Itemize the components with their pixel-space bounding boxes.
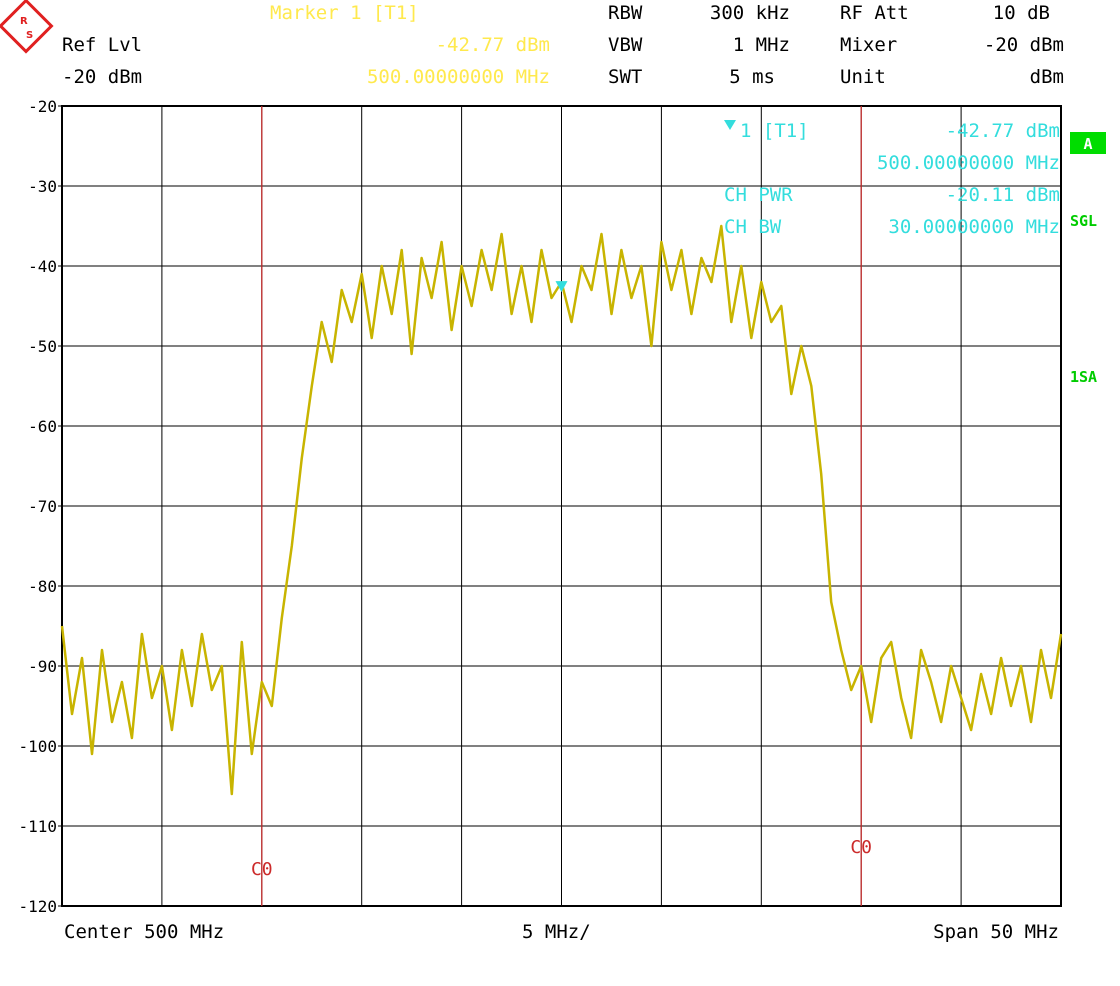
marker-box-line3-label: CH PWR bbox=[724, 184, 793, 206]
rbw-value: 300 kHz bbox=[710, 2, 790, 24]
channel-lines: C0 C0 bbox=[251, 106, 872, 906]
rbw-label: RBW bbox=[608, 2, 643, 24]
marker-title: Marker 1 [T1] bbox=[270, 2, 419, 24]
marker-box-line1-value: -42.77 dBm bbox=[946, 120, 1060, 142]
rf-att-value: 10 dB bbox=[993, 2, 1050, 24]
y-tick-label: -90 bbox=[28, 657, 57, 676]
y-tick-label: -100 bbox=[18, 737, 57, 756]
vbw-value: 1 MHz bbox=[733, 34, 790, 56]
sa-indicator: 1SA bbox=[1070, 368, 1097, 386]
marker-triangle-icon bbox=[555, 281, 568, 293]
marker-box-line4-value: 30.00000000 MHz bbox=[888, 216, 1060, 238]
swt-label: SWT bbox=[608, 66, 642, 88]
trace-badge: A bbox=[1083, 135, 1092, 153]
y-tick-label: -70 bbox=[28, 497, 57, 516]
vbw-label: VBW bbox=[608, 34, 643, 56]
channel-line-label: C0 bbox=[251, 859, 273, 880]
marker-frequency: 500.00000000 MHz bbox=[367, 66, 550, 88]
ref-lvl-value: -20 dBm bbox=[62, 66, 142, 88]
ref-lvl-label: Ref Lvl bbox=[62, 34, 142, 56]
rf-att-label: RF Att bbox=[840, 2, 909, 24]
marker-box-line3-value: -20.11 dBm bbox=[946, 184, 1060, 206]
marker-box-line2-value: 500.00000000 MHz bbox=[877, 152, 1060, 174]
unit-value: dBm bbox=[1030, 66, 1064, 88]
marker-box-triangle-icon bbox=[724, 120, 736, 130]
trace-badge-bg bbox=[1070, 132, 1106, 154]
footer-div: 5 MHz/ bbox=[522, 921, 591, 943]
y-tick-label: -80 bbox=[28, 577, 57, 596]
y-tick-label: -50 bbox=[28, 337, 57, 356]
unit-label: Unit bbox=[840, 66, 886, 88]
marker-level: -42.77 dBm bbox=[436, 34, 550, 56]
swt-value: 5 ms bbox=[729, 66, 775, 88]
y-tick-label: -30 bbox=[28, 177, 57, 196]
y-tick-label: -40 bbox=[28, 257, 57, 276]
svg-text:S: S bbox=[26, 30, 33, 41]
marker-box-line1-label: 1 [T1] bbox=[740, 120, 809, 142]
footer-span: Span 50 MHz bbox=[933, 921, 1059, 943]
y-tick-labels: -20 -30 -40 -50 -60 -70 -80 -90 -100 -110 -120 bbox=[18, 97, 62, 916]
y-tick-label: -20 bbox=[28, 97, 57, 116]
marker-box-line4-label: CH BW bbox=[724, 216, 782, 238]
y-tick-label: -60 bbox=[28, 417, 57, 436]
y-tick-label: -110 bbox=[18, 817, 57, 836]
footer-center-freq: Center 500 MHz bbox=[64, 921, 224, 943]
y-tick-label: -120 bbox=[18, 897, 57, 916]
marker-group bbox=[555, 106, 568, 906]
svg-text:R: R bbox=[20, 16, 28, 27]
mixer-value: -20 dBm bbox=[984, 34, 1064, 56]
mixer-label: Mixer bbox=[840, 34, 897, 56]
rohde-schwarz-logo-icon: R S bbox=[0, 0, 54, 54]
channel-line-label: C0 bbox=[850, 837, 872, 858]
sgl-indicator: SGL bbox=[1070, 212, 1097, 230]
